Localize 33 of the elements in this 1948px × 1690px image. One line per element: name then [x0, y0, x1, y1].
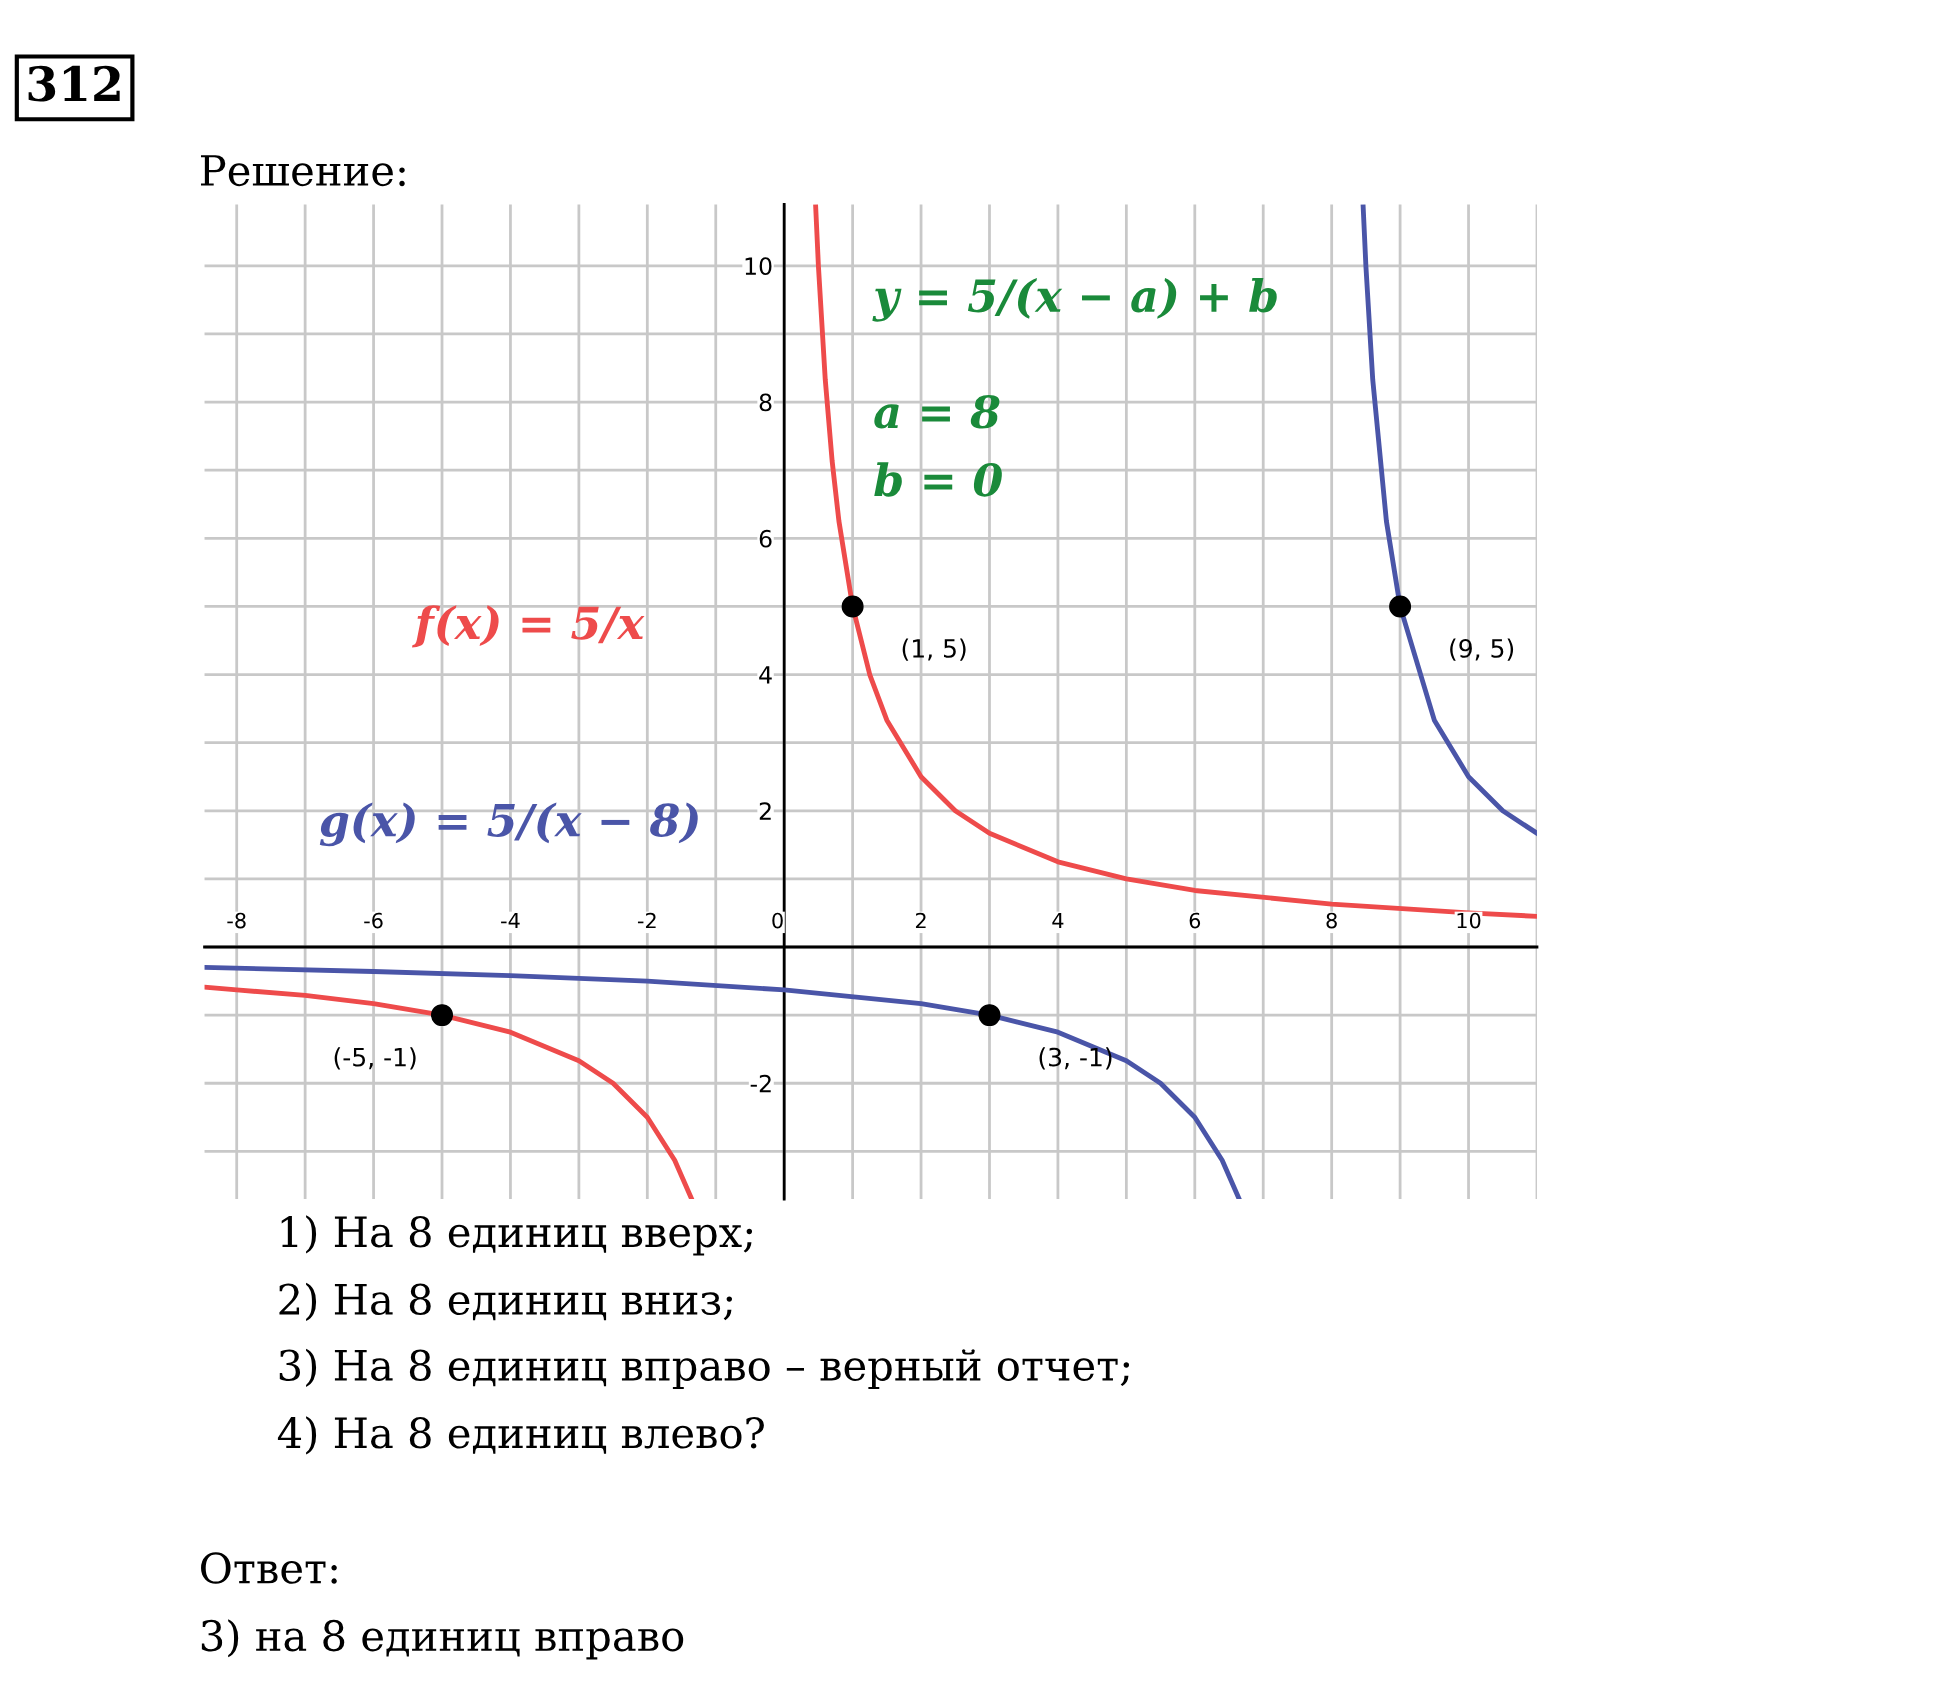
chart-title: 312 [28, 65, 120, 102]
y-tick-label: 4 [759, 666, 772, 684]
text: 4) На 8 единиц влево? [277, 1416, 764, 1455]
x-tick-label: -8 [227, 912, 246, 929]
text: Ответ: [201, 1552, 337, 1584]
chart-subtitle: Решение: [200, 155, 405, 187]
annotation: f(x) = 5/x [412, 605, 645, 648]
y-tick-label: 10 [745, 257, 772, 276]
x-tick-label: -2 [637, 912, 656, 929]
text: 3) на 8 единиц вправо [201, 1619, 684, 1660]
y-tick-label: -2 [750, 1074, 771, 1093]
x-tick-label: 0 [772, 912, 783, 929]
annotation: a = 8 [874, 394, 1000, 429]
annotation: (9, 5) [1450, 638, 1514, 661]
text: 1) На 8 единиц вверх; [281, 1215, 753, 1256]
annotation: (1, 5) [902, 638, 966, 661]
text: 3) На 8 единиц вправо – верный отчет; [279, 1348, 1130, 1390]
x-tick-label: 6 [1189, 912, 1201, 929]
x-tick-label: 4 [1052, 912, 1064, 929]
y-tick-label: 6 [759, 529, 772, 548]
x-tick-label: -4 [501, 912, 520, 929]
annotation: g(x) = 5/(x − 8) [319, 802, 698, 847]
x-tick-label: 8 [1326, 912, 1337, 929]
annotation: y = 5/(x − a) + b [872, 278, 1277, 322]
text: 2) На 8 единиц вниз; [279, 1282, 733, 1321]
y-tick-label: 8 [759, 393, 772, 412]
annotation: (3, -1) [1039, 1047, 1112, 1070]
y-tick-label: 2 [759, 802, 771, 820]
annotation: b = 0 [874, 462, 1002, 497]
x-tick-label: 10 [1457, 912, 1481, 929]
x-tick-label: 2 [915, 912, 926, 929]
annotation: (-5, -1) [334, 1047, 416, 1070]
x-tick-label: -6 [364, 912, 383, 929]
